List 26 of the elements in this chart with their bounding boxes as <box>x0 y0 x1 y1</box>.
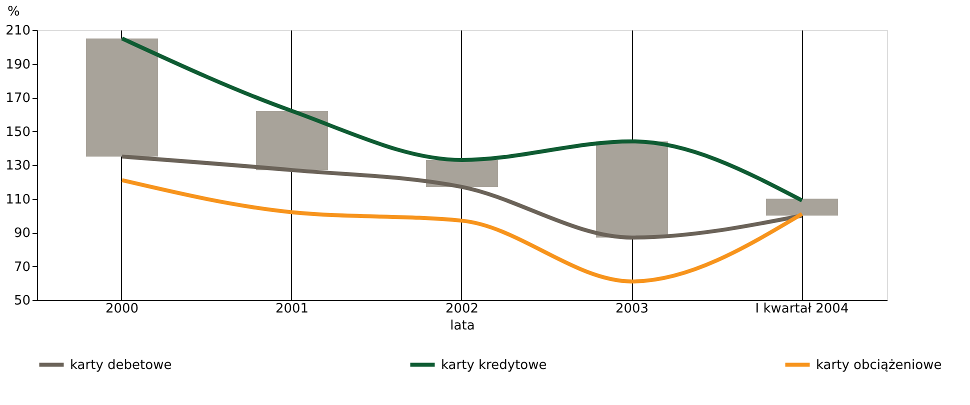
x-axis-title: lata <box>450 318 475 334</box>
y-tick-label: 110 <box>6 192 30 208</box>
line-series <box>120 36 804 202</box>
y-axis-title: % <box>8 4 20 20</box>
y-tick-label: 50 <box>14 294 30 308</box>
bar <box>766 198 838 216</box>
bar <box>596 141 668 238</box>
x-tick-label: 2001 <box>275 302 309 316</box>
y-tick-label: 70 <box>14 260 30 275</box>
y-tick-label: 130 <box>6 158 30 174</box>
y-tick-label: 170 <box>6 91 30 106</box>
x-tick-label: I kwartał 2004 <box>755 302 849 316</box>
y-tick-label: 190 <box>6 57 30 72</box>
y-tick-label: 90 <box>14 226 30 241</box>
legend-label: karty kredytowe <box>441 358 547 373</box>
y-tick-label: 150 <box>6 124 30 140</box>
line-series <box>120 178 804 284</box>
bar <box>256 111 328 170</box>
line-series <box>120 154 804 240</box>
x-tick-label: 2002 <box>445 302 479 316</box>
legend-label: karty debetowe <box>70 358 172 373</box>
x-tick-label: 2003 <box>615 302 649 316</box>
y-tick-label: 210 <box>6 24 30 38</box>
legend-label: karty obciążeniowe <box>816 358 942 373</box>
x-tick-label: 2000 <box>105 302 139 316</box>
bar <box>86 38 158 157</box>
